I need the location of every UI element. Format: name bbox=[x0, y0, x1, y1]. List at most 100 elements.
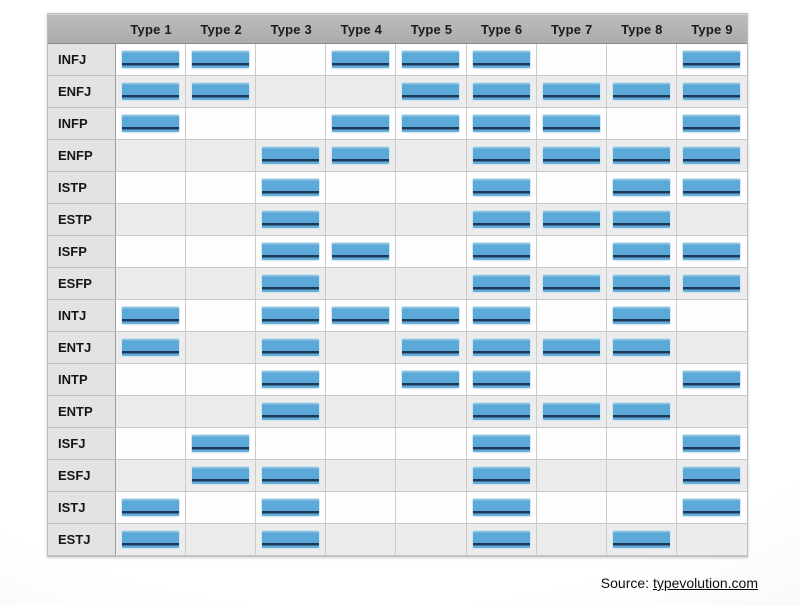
presence-bar bbox=[542, 339, 600, 356]
cell-intj-type-1 bbox=[116, 300, 187, 332]
row-label-intj: INTJ bbox=[48, 300, 116, 332]
cell-intj-type-5 bbox=[396, 300, 467, 332]
cell-intj-type-4 bbox=[326, 300, 397, 332]
presence-bar bbox=[122, 499, 180, 516]
cell-entp-type-5 bbox=[396, 396, 467, 428]
presence-bar bbox=[542, 83, 600, 100]
presence-bar bbox=[262, 147, 320, 164]
row-label-infj: INFJ bbox=[48, 44, 116, 76]
cell-isfj-type-6 bbox=[466, 428, 537, 460]
cell-infp-type-7 bbox=[536, 108, 607, 140]
cell-esfp-type-3 bbox=[256, 268, 327, 300]
presence-bar bbox=[612, 83, 670, 100]
cell-isfp-type-1 bbox=[116, 236, 187, 268]
presence-bar bbox=[262, 275, 320, 292]
row-label-entj: ENTJ bbox=[48, 332, 116, 364]
cell-esfp-type-5 bbox=[396, 268, 467, 300]
row-label-estj: ESTJ bbox=[48, 524, 116, 556]
row-label-isfp: ISFP bbox=[48, 236, 116, 268]
cell-esfj-type-2 bbox=[186, 460, 257, 492]
cell-intp-type-9 bbox=[676, 364, 747, 396]
presence-bar bbox=[683, 115, 741, 132]
presence-bar bbox=[683, 83, 741, 100]
cell-estp-type-8 bbox=[606, 204, 677, 236]
presence-bar bbox=[542, 403, 600, 420]
cell-estj-type-8 bbox=[606, 524, 677, 556]
cell-istj-type-8 bbox=[606, 492, 677, 524]
column-header-type-5: Type 5 bbox=[396, 14, 467, 44]
presence-bar bbox=[683, 275, 741, 292]
presence-bar bbox=[332, 115, 390, 132]
presence-bar bbox=[122, 531, 180, 548]
cell-isfp-type-3 bbox=[256, 236, 327, 268]
row-label-esfj: ESFJ bbox=[48, 460, 116, 492]
cell-estp-type-3 bbox=[256, 204, 327, 236]
cell-estj-type-3 bbox=[256, 524, 327, 556]
presence-bar bbox=[542, 115, 600, 132]
presence-bar bbox=[472, 243, 530, 260]
presence-bar bbox=[332, 51, 390, 68]
row-label-isfj: ISFJ bbox=[48, 428, 116, 460]
cell-esfj-type-3 bbox=[256, 460, 327, 492]
row-label-intp: INTP bbox=[48, 364, 116, 396]
source-link[interactable]: typevolution.com bbox=[652, 575, 758, 591]
cell-infj-type-7 bbox=[536, 44, 607, 76]
cell-entj-type-4 bbox=[326, 332, 397, 364]
presence-bar bbox=[192, 435, 250, 452]
row-label-enfj: ENFJ bbox=[48, 76, 116, 108]
presence-bar bbox=[612, 275, 670, 292]
cell-intp-type-6 bbox=[466, 364, 537, 396]
source-prefix-label: Source: bbox=[600, 575, 653, 591]
cell-infj-type-6 bbox=[466, 44, 537, 76]
cell-entj-type-8 bbox=[606, 332, 677, 364]
row-label-enfp: ENFP bbox=[48, 140, 116, 172]
cell-enfj-type-9 bbox=[676, 76, 747, 108]
cell-enfp-type-5 bbox=[396, 140, 467, 172]
cell-estj-type-2 bbox=[186, 524, 257, 556]
cell-enfp-type-3 bbox=[256, 140, 327, 172]
row-label-entp: ENTP bbox=[48, 396, 116, 428]
cell-intj-type-9 bbox=[676, 300, 747, 332]
presence-bar bbox=[402, 371, 460, 388]
presence-bar bbox=[683, 179, 741, 196]
cell-infp-type-9 bbox=[676, 108, 747, 140]
presence-bar bbox=[472, 147, 530, 164]
row-label-estp: ESTP bbox=[48, 204, 116, 236]
cell-estp-type-6 bbox=[466, 204, 537, 236]
cell-istp-type-7 bbox=[536, 172, 607, 204]
presence-bar bbox=[402, 115, 460, 132]
cell-enfj-type-3 bbox=[256, 76, 327, 108]
cell-enfp-type-1 bbox=[116, 140, 187, 172]
cell-entp-type-6 bbox=[466, 396, 537, 428]
cell-infj-type-9 bbox=[676, 44, 747, 76]
presence-bar bbox=[472, 371, 530, 388]
presence-bar bbox=[612, 243, 670, 260]
cell-entj-type-7 bbox=[536, 332, 607, 364]
cell-infp-type-1 bbox=[116, 108, 187, 140]
cell-entp-type-1 bbox=[116, 396, 187, 428]
cell-infj-type-1 bbox=[116, 44, 187, 76]
cell-enfj-type-1 bbox=[116, 76, 187, 108]
presence-bar bbox=[542, 147, 600, 164]
presence-bar bbox=[472, 435, 530, 452]
presence-bar bbox=[262, 499, 320, 516]
source-caption: Source: typevolution.com bbox=[601, 575, 758, 591]
cell-istp-type-1 bbox=[116, 172, 187, 204]
presence-bar bbox=[472, 179, 530, 196]
cell-intp-type-2 bbox=[186, 364, 257, 396]
cell-isfp-type-5 bbox=[396, 236, 467, 268]
presence-bar bbox=[612, 307, 670, 324]
presence-bar bbox=[472, 307, 530, 324]
row-label-istp: ISTP bbox=[48, 172, 116, 204]
cell-istp-type-4 bbox=[326, 172, 397, 204]
cell-esfp-type-7 bbox=[536, 268, 607, 300]
presence-bar bbox=[262, 307, 320, 324]
cell-intj-type-2 bbox=[186, 300, 257, 332]
presence-bar bbox=[402, 307, 460, 324]
presence-bar bbox=[262, 179, 320, 196]
presence-bar bbox=[612, 403, 670, 420]
cell-infp-type-3 bbox=[256, 108, 327, 140]
cell-istj-type-3 bbox=[256, 492, 327, 524]
presence-bar bbox=[542, 275, 600, 292]
cell-enfj-type-5 bbox=[396, 76, 467, 108]
